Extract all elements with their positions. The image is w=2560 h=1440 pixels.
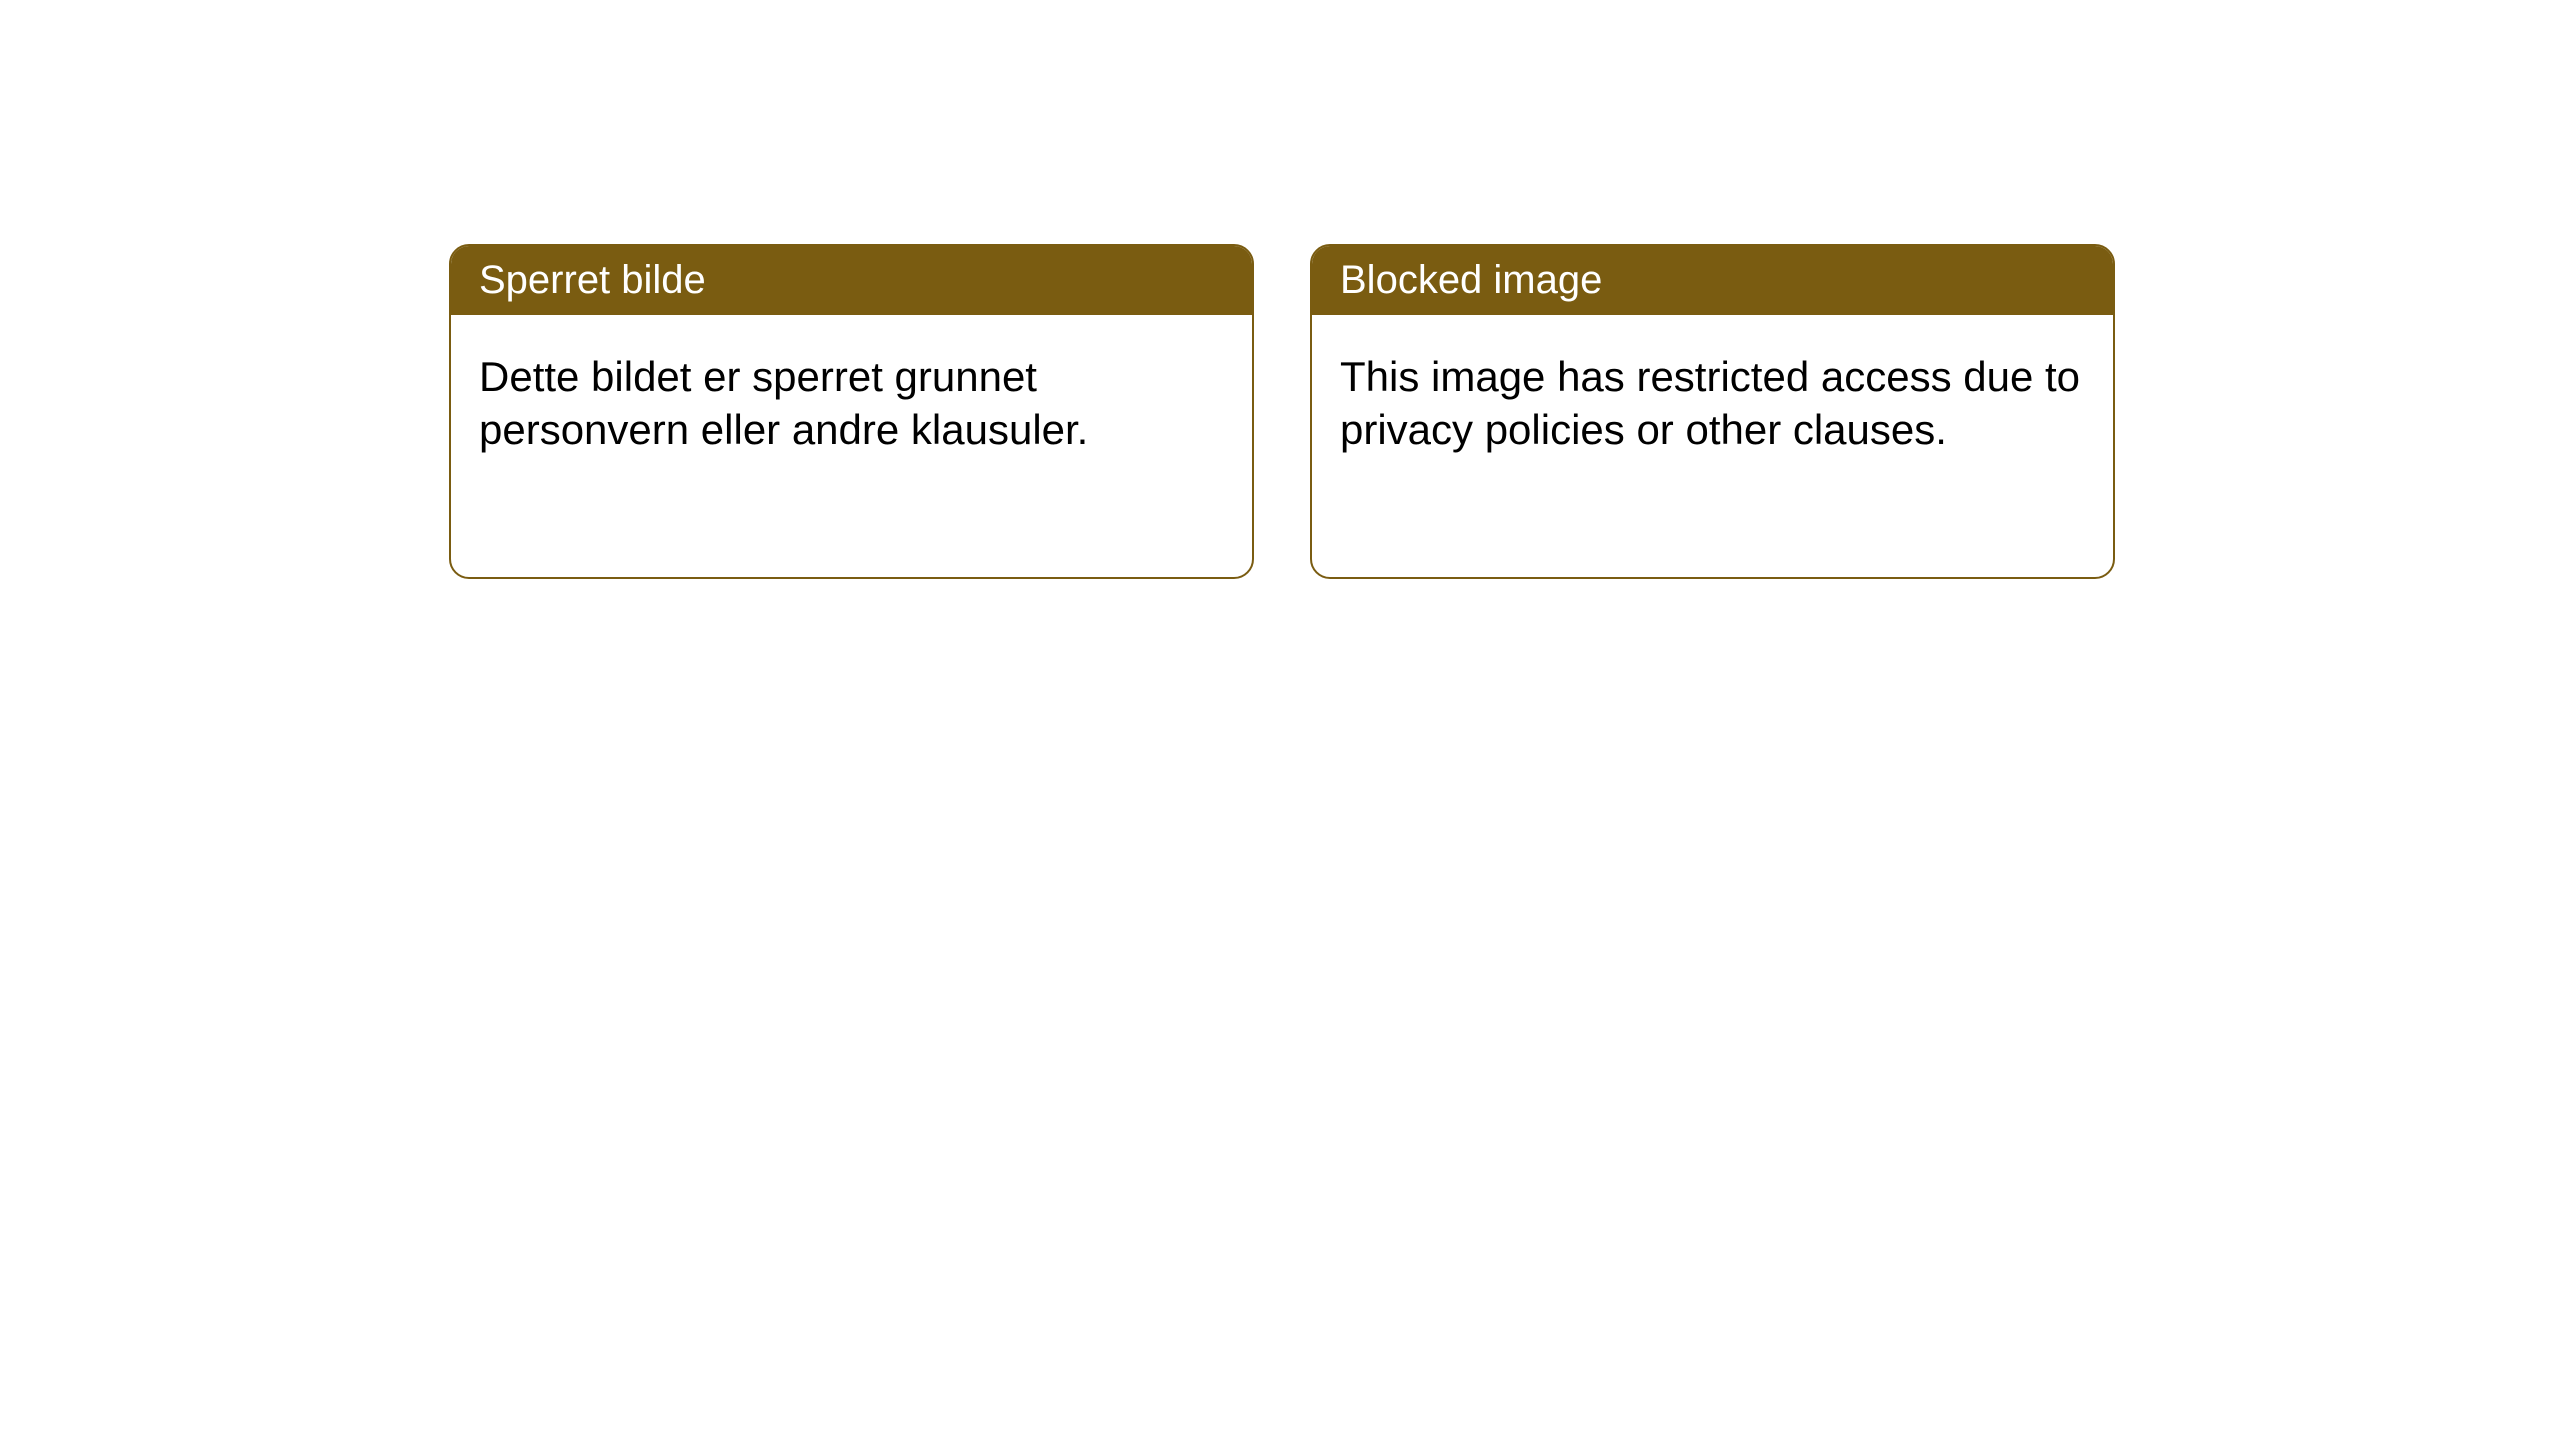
card-body-text: Dette bildet er sperret grunnet personve… <box>479 353 1088 453</box>
card-body: Dette bildet er sperret grunnet personve… <box>451 315 1252 492</box>
notice-container: Sperret bilde Dette bildet er sperret gr… <box>0 0 2560 579</box>
card-title: Sperret bilde <box>479 258 706 302</box>
card-title: Blocked image <box>1340 258 1602 302</box>
card-header: Sperret bilde <box>451 246 1252 315</box>
card-body-text: This image has restricted access due to … <box>1340 353 2080 453</box>
card-header: Blocked image <box>1312 246 2113 315</box>
notice-card-english: Blocked image This image has restricted … <box>1310 244 2115 579</box>
notice-card-norwegian: Sperret bilde Dette bildet er sperret gr… <box>449 244 1254 579</box>
card-body: This image has restricted access due to … <box>1312 315 2113 492</box>
